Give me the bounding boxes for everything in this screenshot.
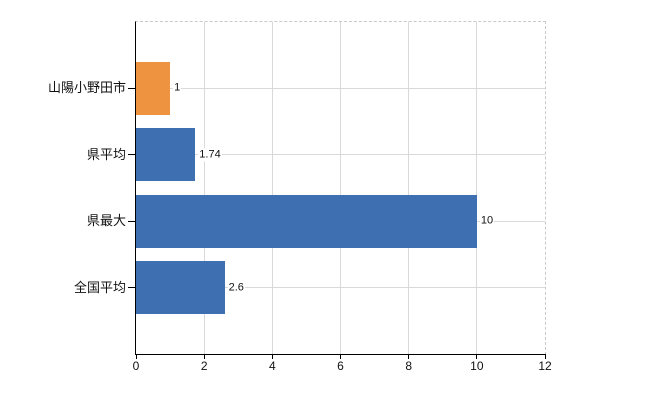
x-axis-tick (135, 354, 137, 359)
y-axis-tick (128, 87, 136, 89)
x-axis-tick-label: 12 (538, 359, 552, 373)
category-label: 県最大 (86, 213, 126, 229)
x-axis-tick-label: 8 (405, 359, 412, 373)
x-axis-tick (340, 354, 341, 359)
category-gridline (136, 87, 545, 89)
x-axis-tick (203, 354, 205, 359)
x-axis-tick-label: 4 (268, 359, 276, 373)
vertical-gridline (340, 22, 341, 354)
x-axis-tick (271, 354, 273, 359)
category-gridline (136, 154, 545, 156)
y-axis-tick (128, 287, 136, 289)
vertical-gridline (476, 22, 478, 354)
x-axis-tick-label: 2 (200, 359, 208, 373)
bar-1 (136, 61, 171, 115)
x-axis-tick-label: 0 (132, 359, 140, 373)
x-axis-tick-label: 10 (470, 359, 484, 373)
plot-area: 1 1.74 10 2.6 (135, 21, 546, 355)
category-label: 県平均 (86, 147, 126, 162)
bar-value-label: 10 (479, 214, 495, 228)
category-label: 全国平均 (73, 279, 126, 295)
y-axis-tick (128, 220, 136, 222)
bar-3 (136, 194, 477, 248)
y-axis-tick (128, 154, 136, 156)
bar-4 (136, 261, 225, 315)
x-axis-tick (408, 354, 410, 359)
vertical-gridline (408, 22, 410, 354)
x-axis-tick (544, 354, 546, 359)
bar-value-label: 1.74 (198, 148, 222, 162)
bar-value-label: 1 (173, 81, 182, 95)
vertical-gridline (203, 22, 205, 354)
x-axis-tick (476, 354, 478, 359)
bar-2 (136, 128, 196, 182)
bar-value-label: 2.6 (227, 281, 245, 295)
x-axis-tick-label: 6 (337, 359, 344, 373)
category-gridline (136, 287, 545, 289)
vertical-gridline (271, 22, 273, 354)
category-label: 山陽小野田市 (47, 80, 126, 96)
